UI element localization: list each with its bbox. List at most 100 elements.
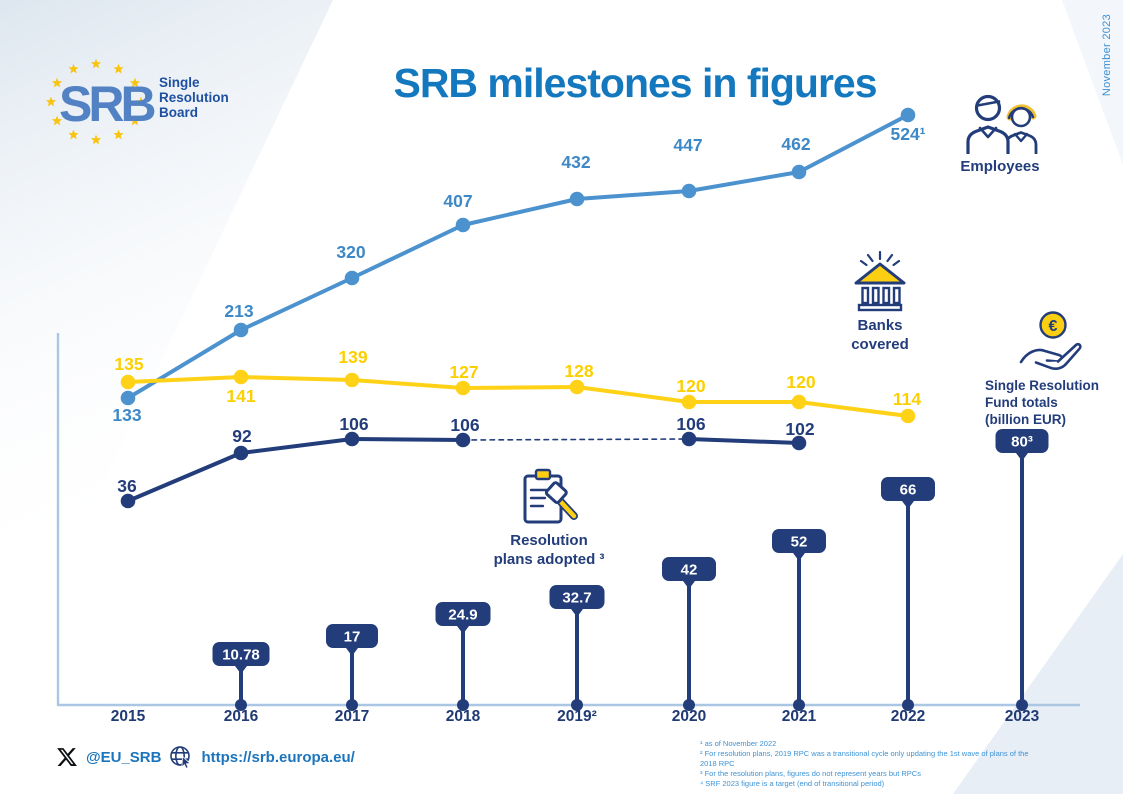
- srf-badge-2023: [995, 429, 1049, 453]
- srf-badge-2021: [772, 529, 826, 553]
- banks-covered-point-2021: [791, 394, 807, 410]
- srf-value-2016: 10.78: [222, 647, 260, 664]
- srf-badge-2017: [326, 624, 378, 648]
- eu-star: [90, 134, 102, 145]
- resolution-plans-segment: [462, 438, 690, 441]
- srf-base-dot-2017: [346, 699, 358, 711]
- banks-covered-value-2016: 141: [226, 386, 255, 406]
- srf-badge-2016: [212, 642, 270, 666]
- resolution-plans-point-2020: [681, 431, 697, 447]
- resolution-plans-segment: [126, 451, 243, 503]
- twitter-handle[interactable]: @EU_SRB: [86, 748, 162, 766]
- plans-label-line-2: plans adopted ³: [493, 551, 605, 568]
- eu-stars-icon: [45, 58, 147, 145]
- banks-covered-segment: [797, 400, 910, 418]
- year-label-2023: 2023: [1005, 708, 1040, 725]
- banks-covered-segment: [461, 385, 579, 390]
- resolution-plans-point-2015: [120, 493, 136, 509]
- logo-org-line-3: Board: [159, 105, 198, 120]
- srf-badge-pointer-2021: [791, 551, 807, 561]
- banks-covered-value-2022: 114: [893, 389, 921, 409]
- eu-star: [113, 129, 124, 140]
- banks-covered-value-2020: 120: [676, 376, 705, 396]
- year-label-2019²: 2019²: [557, 708, 597, 725]
- bank-icon: [854, 251, 906, 312]
- resolution-plans-segment: [239, 437, 354, 455]
- resolution-plans-point-2017: [344, 431, 360, 447]
- employees-value-2018: 407: [443, 191, 472, 211]
- employees-value-2022: 524¹: [890, 124, 925, 144]
- srf-base-dot-2021: [793, 699, 805, 711]
- employees-point-2019²: [569, 191, 585, 207]
- resolution-plans-segment: [350, 437, 465, 442]
- resolution-plans-value-2016: 92: [232, 426, 252, 446]
- srf-badge-pointer-2020: [681, 579, 697, 589]
- footnotes: ¹ as of November 2022 ² For resolution p…: [700, 739, 1040, 788]
- employees-point-2020: [681, 183, 697, 199]
- srf-badge-pointer-2022: [900, 499, 916, 509]
- page-title: SRB milestones in figures: [393, 60, 877, 106]
- resolution-plans-segment: [687, 437, 801, 445]
- banks-covered-point-2016: [233, 369, 249, 385]
- srf-badge-2018: [435, 602, 491, 626]
- eu-star: [68, 129, 79, 140]
- srf-value-2023: 80³: [1011, 434, 1033, 451]
- srf-value-2018: 24.9: [448, 607, 477, 624]
- website-url[interactable]: https://srb.europa.eu/: [201, 748, 355, 766]
- top-right-wedge: [1062, 0, 1123, 165]
- srf-base-dot-2018: [457, 699, 469, 711]
- srf-label-line-1: Single Resolution: [985, 378, 1100, 393]
- clipboard-gavel-icon: [523, 468, 578, 524]
- employees-value-2020: 447: [673, 135, 702, 155]
- logo-acronym: SRB: [59, 76, 154, 132]
- srf-value-2022: 66: [900, 482, 917, 499]
- employees-value-2016: 213: [224, 301, 253, 321]
- srf-badge-pointer-2019²: [569, 607, 585, 617]
- srf-base-dot-2022: [902, 699, 914, 711]
- employees-segment: [461, 197, 579, 227]
- hand-euro-coin-icon: €: [1019, 311, 1082, 370]
- srf-legend: € Single Resolution Fund totals (billion…: [985, 310, 1123, 428]
- srf-base-dot-2020: [683, 699, 695, 711]
- employees-value-2019²: 432: [561, 152, 590, 172]
- banks-covered-point-2017: [344, 372, 360, 388]
- resolution-plans-value-2020: 106: [676, 414, 705, 434]
- eu-star: [129, 115, 141, 126]
- srf-badge-pointer-2023: [1014, 451, 1030, 461]
- banks-label-line-2: covered: [851, 336, 909, 353]
- year-label-2021: 2021: [782, 708, 817, 725]
- srf-label: Single Resolution Fund totals (billion E…: [985, 377, 1123, 428]
- footer: @EU_SRB https://srb.europa.eu/: [56, 745, 355, 769]
- banks-covered-value-2015: 135: [114, 354, 143, 374]
- resolution-plans-point-2016: [233, 445, 249, 461]
- bottom-right-wedge: [953, 554, 1123, 794]
- srb-logo: SRB Single Resolution Board: [45, 58, 229, 145]
- employees-segment: [575, 189, 691, 201]
- employees-point-2016: [233, 322, 249, 338]
- eu-star: [51, 77, 63, 88]
- srf-badge-pointer-2017: [344, 646, 360, 656]
- resolution-plans-label: Resolution plans adopted ³: [478, 531, 620, 569]
- logo-org-line-2: Resolution: [159, 90, 229, 105]
- year-label-2020: 2020: [672, 708, 706, 725]
- banks-covered-point-2022: [900, 408, 916, 424]
- employees-point-2017: [344, 270, 360, 286]
- resolution-plans-value-2018: 106: [450, 415, 479, 435]
- banks-covered-segment: [126, 375, 243, 384]
- footnote-2: ² For resolution plans, 2019 RPC was a t…: [700, 748, 1029, 768]
- resolution-plans-point-2021: [791, 435, 807, 451]
- srf-badge-2019²: [549, 585, 605, 609]
- srf-base-dot-2019²: [571, 699, 583, 711]
- resolution-plans-value-2021: 102: [785, 419, 814, 439]
- footnote-4: ⁴ SRF 2023 figure is a target (end of tr…: [700, 778, 885, 788]
- banks-covered-value-2019²: 128: [564, 361, 593, 381]
- eu-star: [135, 96, 147, 107]
- employees-segment: [126, 328, 243, 400]
- employees-point-2015: [120, 390, 136, 406]
- employees-segment: [239, 276, 354, 332]
- year-label-2017: 2017: [335, 708, 369, 725]
- resolution-plans-value-2015: 36: [117, 476, 137, 496]
- banks-label: Banks covered: [828, 316, 932, 354]
- year-label-2016: 2016: [224, 708, 259, 725]
